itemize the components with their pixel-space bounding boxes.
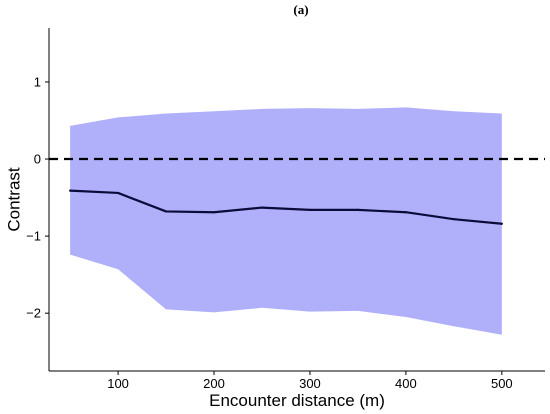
y-tick-label: 0 <box>34 152 41 167</box>
axes: 100 200 300 400 500 −2 −1 0 1 <box>26 28 545 391</box>
data-point <box>452 218 455 221</box>
data-point <box>500 222 503 225</box>
x-tick-label: 200 <box>203 376 225 391</box>
series-line-1 <box>70 189 502 225</box>
x-tick-label: 300 <box>299 376 321 391</box>
chart-title: (a) <box>293 2 308 17</box>
plot-area <box>49 107 545 335</box>
data-point <box>116 191 120 195</box>
x-tick-label: 400 <box>395 376 417 391</box>
y-tick-label: −1 <box>26 229 41 244</box>
data-point <box>308 208 312 212</box>
data-point <box>356 208 360 212</box>
y-tick-label: 1 <box>34 74 41 89</box>
data-point <box>260 206 264 209</box>
confidence-band-1 <box>70 107 502 335</box>
x-tick-label: 100 <box>107 376 129 391</box>
y-axis-title: Contrast <box>5 167 24 232</box>
x-axis-title: Encounter distance (m) <box>209 391 385 410</box>
y-tick-label: −2 <box>26 306 41 321</box>
data-point <box>212 211 216 214</box>
data-point <box>164 210 168 213</box>
data-point <box>69 189 72 192</box>
data-point <box>404 211 407 214</box>
x-tick-label: 500 <box>491 376 513 391</box>
